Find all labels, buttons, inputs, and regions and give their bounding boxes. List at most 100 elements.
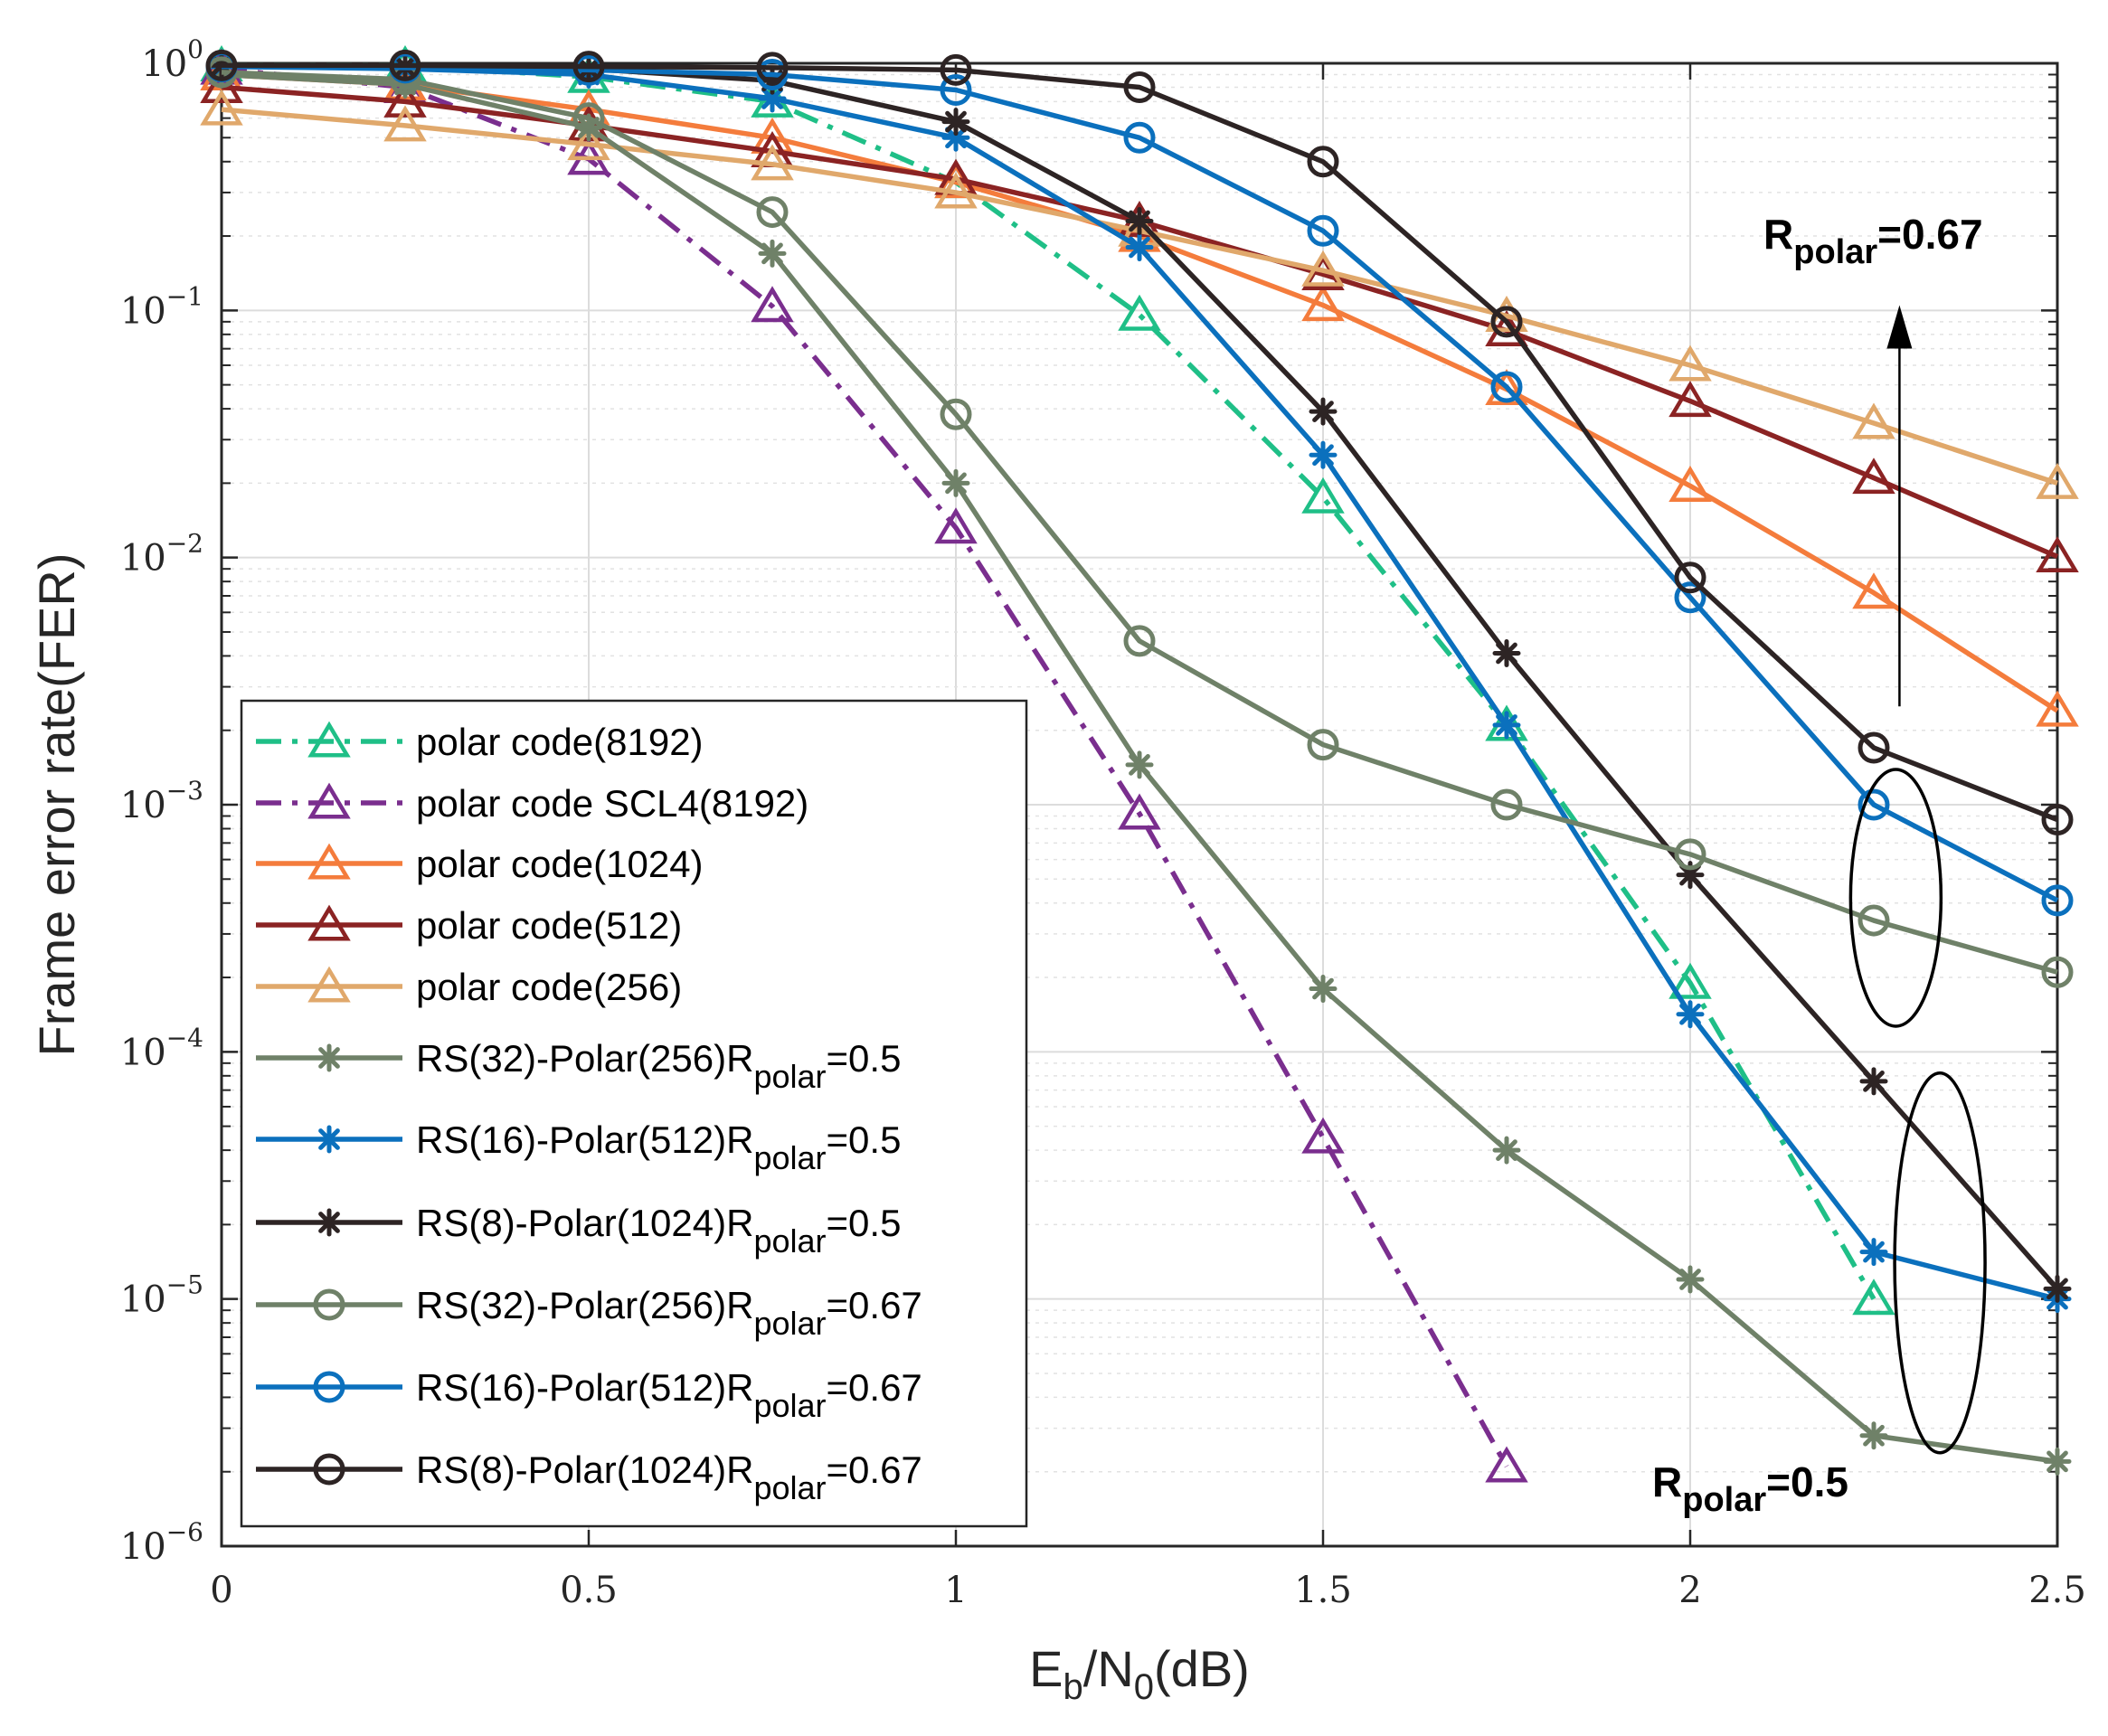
y-tick-label-0: 100: [141, 34, 203, 85]
point-rs32_067-8: [1674, 838, 1706, 871]
point-rs8_05-9: [1859, 1067, 1888, 1096]
point-rs8_067-7: [1490, 306, 1523, 338]
legend-swatch-marker-rs16_05: [315, 1125, 344, 1154]
legend-swatch-marker-rs32_067: [313, 1288, 345, 1321]
point-rs16_067-6: [1307, 214, 1339, 247]
legend-swatch-marker-rs8_05: [315, 1208, 344, 1237]
point-p256-6: [1301, 250, 1345, 287]
annotation-ellipse-05: [1893, 1071, 1987, 1455]
legend-item-p512: polar code(512): [256, 904, 682, 947]
point-scl4-7: [1485, 1446, 1528, 1483]
axes-ticks: 0 0.5 1 1.5 2 2.5 100 10−1 10−2 10−3 10−4 10−5 10−6: [120, 34, 2086, 1611]
series-line-rs16_067: [221, 63, 2059, 903]
point-rs32_067-2: [572, 102, 605, 135]
legend-item-rs8_05: RS(8)-Polar(1024)Rpolar=0.5: [256, 1202, 901, 1260]
x-tick-label-5: 2.5: [2028, 1570, 2086, 1611]
point-p512-9: [1852, 458, 1895, 495]
point-rs32_067-10: [2041, 956, 2074, 988]
annotation-ellipse-067: [1848, 768, 1943, 1028]
y-tick-label-2: 10−2: [120, 529, 203, 580]
legend-item-p256: polar code(256): [256, 966, 682, 1008]
legend-label-rs8_067: RS(8)-Polar(1024)Rpolar=0.67: [416, 1448, 922, 1506]
legend-item-rs32_067: RS(32)-Polar(256)Rpolar=0.67: [256, 1284, 922, 1342]
point-rs32_05-8: [1676, 1265, 1705, 1294]
point-rs32_05-4: [941, 468, 970, 497]
legend-item-rs32_05: RS(32)-Polar(256)Rpolar=0.5: [256, 1037, 901, 1095]
point-rs8_067-1: [389, 49, 421, 81]
y-axis-title: Frame error rate(FER): [28, 553, 85, 1057]
y-tick-label-3: 10−3: [120, 776, 203, 826]
point-rs32_05-7: [1492, 1136, 1521, 1165]
point-p512-8: [1668, 381, 1712, 418]
point-rs8_067-0: [205, 49, 238, 81]
point-p256-3: [751, 144, 794, 181]
y-tick-label-6: 10−6: [120, 1517, 203, 1568]
point-rs16_05-6: [1309, 440, 1338, 469]
point-scl4-3: [751, 286, 794, 323]
legend-label-p256: polar code(256): [416, 966, 682, 1008]
x-tick-label-1: 0.5: [560, 1570, 618, 1611]
legend-item-p1024: polar code(1024): [256, 843, 704, 885]
point-rs32_067-9: [1857, 904, 1890, 937]
point-p256-0: [200, 89, 243, 126]
point-p1024-10: [2036, 690, 2079, 727]
point-p256-4: [934, 172, 978, 209]
y-tick-label-4: 10−4: [120, 1023, 203, 1073]
point-p1024-6: [1301, 285, 1345, 322]
point-p1024-9: [1852, 572, 1895, 609]
point-p8192-5: [1118, 294, 1161, 331]
legend-swatch-marker-p512: [307, 904, 351, 941]
legend-swatch-marker-rs16_067: [313, 1371, 345, 1403]
point-rs16_067-9: [1857, 788, 1890, 821]
point-rs32_05-6: [1309, 975, 1338, 1004]
point-p8192-9: [1852, 1278, 1895, 1316]
point-p8192-8: [1668, 962, 1712, 999]
point-rs32_05-9: [1859, 1421, 1888, 1450]
y-tick-label-5: 10−5: [120, 1270, 203, 1321]
point-rs8_067-5: [1123, 71, 1156, 103]
point-p256-1: [383, 105, 427, 142]
point-rs32_05-3: [758, 239, 787, 268]
annotations: Rpolar=0.67 Rpolar=0.5: [1652, 211, 1987, 1519]
legend-swatch-marker-rs32_05: [315, 1043, 344, 1072]
legend-item-rs16_05: RS(16)-Polar(512)Rpolar=0.5: [256, 1118, 901, 1176]
legend-label-rs16_067: RS(16)-Polar(512)Rpolar=0.67: [416, 1366, 922, 1424]
point-rs8_067-10: [2041, 804, 2074, 836]
point-rs8_05-5: [1125, 206, 1154, 235]
legend-swatch-marker-p256: [307, 966, 351, 1003]
legend-item-rs16_067: RS(16)-Polar(512)Rpolar=0.67: [256, 1366, 922, 1424]
point-rs8_067-4: [940, 53, 972, 86]
point-p256-9: [1852, 402, 1895, 439]
point-rs32_067-7: [1490, 788, 1523, 821]
point-rs16_05-9: [1859, 1238, 1888, 1267]
point-rs8_067-9: [1857, 731, 1890, 764]
point-rs16_067-7: [1490, 371, 1523, 403]
series-line-scl4: [221, 66, 1509, 1468]
point-p512-1: [383, 80, 427, 118]
x-tick-label-4: 2: [1678, 1570, 1701, 1611]
point-rs16_067-5: [1123, 121, 1156, 154]
point-rs8_05-4: [941, 108, 970, 137]
legend-label-scl4: polar code SCL4(8192): [416, 782, 808, 825]
point-p256-8: [1668, 344, 1712, 382]
point-rs16_05-5: [1125, 233, 1154, 262]
legend-swatch-marker-rs8_067: [313, 1453, 345, 1486]
point-rs32_067-5: [1123, 625, 1156, 657]
point-rs32_067-4: [940, 398, 972, 430]
point-scl4-5: [1118, 793, 1161, 830]
x-tick-label-3: 1.5: [1294, 1570, 1352, 1611]
annotation-label-r067: Rpolar=0.67: [1763, 211, 1983, 271]
point-rs8_05-7: [1492, 639, 1521, 668]
point-rs8_05-10: [2043, 1274, 2072, 1303]
legend-label-rs32_05: RS(32)-Polar(256)Rpolar=0.5: [416, 1037, 901, 1095]
point-rs16_05-8: [1676, 1000, 1705, 1029]
series-rs32_067: [205, 56, 2074, 988]
y-tick-label-1: 10−1: [120, 281, 203, 332]
legend-item-rs8_067: RS(8)-Polar(1024)Rpolar=0.67: [256, 1448, 922, 1506]
legend-label-rs16_05: RS(16)-Polar(512)Rpolar=0.5: [416, 1118, 901, 1176]
point-rs8_067-8: [1674, 561, 1706, 594]
series-group: [200, 44, 2079, 1483]
x-axis-title: Eb/N0(dB): [1029, 1640, 1250, 1707]
point-scl4-6: [1301, 1117, 1345, 1154]
point-rs16_067-4: [940, 73, 972, 106]
